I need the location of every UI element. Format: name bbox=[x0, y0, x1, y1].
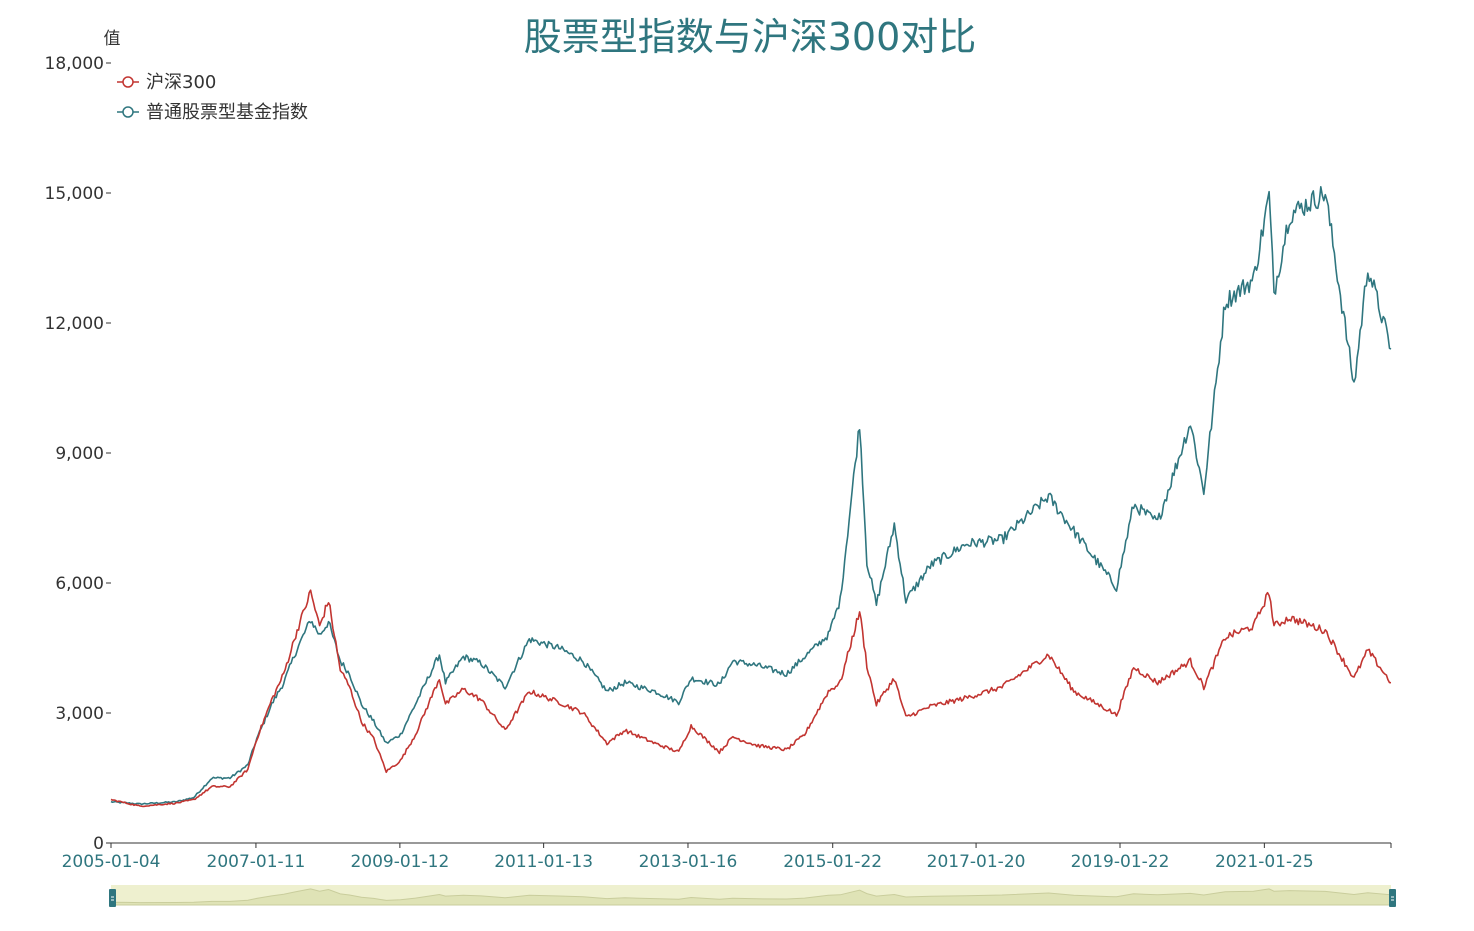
y-axis-label: 值 bbox=[104, 29, 121, 49]
x-tick-label: 2021-01-25 bbox=[1215, 852, 1314, 872]
series-layer bbox=[110, 186, 1392, 808]
y-tick-label: 6,000 bbox=[55, 574, 104, 594]
data-zoom-preview bbox=[110, 888, 1392, 906]
legend[interactable]: 沪深300 普通股票型基金指数 bbox=[117, 72, 308, 123]
y-tick-label: 9,000 bbox=[55, 444, 104, 464]
x-tick-label: 2009-01-12 bbox=[350, 852, 449, 872]
data-zoom-slider[interactable] bbox=[109, 885, 1396, 907]
legend-label: 沪深300 bbox=[146, 72, 216, 93]
x-tick-label: 2017-01-20 bbox=[927, 852, 1026, 872]
x-tick-label: 2013-01-16 bbox=[639, 852, 738, 872]
x-tick-label: 2007-01-11 bbox=[207, 852, 306, 872]
x-tick-label: 2011-01-13 bbox=[494, 852, 593, 872]
y-tick-label: 0 bbox=[93, 834, 104, 854]
legend-label: 普通股票型基金指数 bbox=[146, 102, 308, 123]
x-tick-label: 2015-01-22 bbox=[783, 852, 882, 872]
y-tick-label: 3,000 bbox=[55, 704, 104, 724]
y-axis: 0 3,000 6,000 9,000 12,000 15,000 18,000 bbox=[45, 54, 111, 854]
series-line-0 bbox=[110, 589, 1392, 808]
x-tick-label: 2019-01-22 bbox=[1071, 852, 1170, 872]
zoom-handle-left[interactable] bbox=[109, 889, 116, 907]
x-axis: 2005-01-04 2007-01-11 2009-01-12 2011-01-13… bbox=[62, 842, 1392, 872]
legend-marker bbox=[122, 76, 134, 88]
x-tick-label: 2005-01-04 bbox=[62, 852, 161, 872]
y-tick-label: 15,000 bbox=[45, 184, 104, 204]
series-line-1 bbox=[110, 186, 1392, 806]
y-tick-label: 12,000 bbox=[45, 314, 104, 334]
legend-item-1[interactable]: 普通股票型基金指数 bbox=[117, 102, 308, 123]
y-tick-label: 18,000 bbox=[45, 54, 104, 74]
chart-title: 股票型指数与沪深300对比 bbox=[524, 15, 977, 59]
legend-marker bbox=[122, 106, 134, 118]
legend-item-0[interactable]: 沪深300 bbox=[117, 72, 216, 93]
zoom-handle-right[interactable] bbox=[1389, 889, 1396, 907]
